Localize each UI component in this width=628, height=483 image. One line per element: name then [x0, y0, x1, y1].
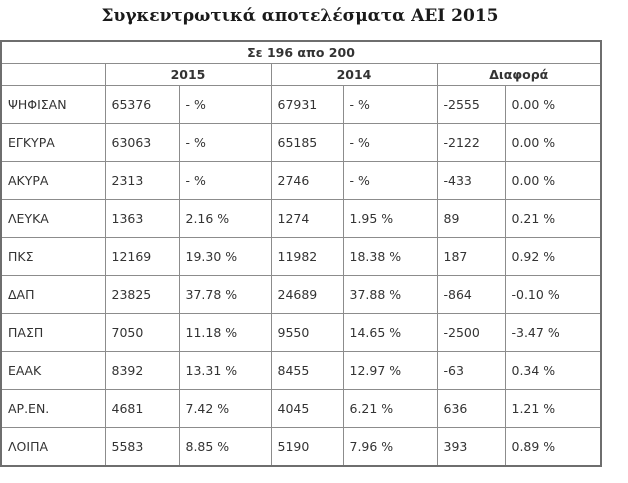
row-label: ΠΑΣΠ	[0, 313, 106, 352]
table-row: ΕΓΚΥΡΑ 63063- % 65185- % -2122 0.00 %	[0, 123, 602, 162]
difference-header: Διαφορά	[436, 63, 602, 86]
votes-2014-cell: 5190	[270, 427, 344, 467]
votes-2015-cell: 12169	[104, 237, 180, 276]
table-row: ΠΑΣΠ 7050 11.18 % 9550 14.65 % -2500 -3.47 %	[0, 313, 602, 352]
votes-2014-cell: 67931	[270, 85, 344, 124]
votes-2015-cell: 63063	[104, 123, 180, 162]
percent-2015-cell: - %	[178, 161, 272, 200]
row-label: ΑΚΥΡΑ	[0, 161, 106, 200]
table-row: ΨΗΦΙΣΑΝ 65376- % 67931- % -2555 0.00 %	[0, 85, 602, 124]
table-caption: Σε 196 απο 200	[0, 40, 602, 64]
row-label: ΕΑΑΚ	[0, 351, 106, 390]
percent-difference-cell: 0.00 %	[504, 123, 602, 162]
votes-2015-cell: 7050	[104, 313, 180, 352]
votes-difference-cell: 89	[436, 199, 506, 238]
percent-difference-cell: -3.47 %	[504, 313, 602, 352]
percent-difference-cell: 0.00 %	[504, 161, 602, 200]
votes-difference-cell: -864	[436, 275, 506, 314]
percent-difference-cell: 0.34 %	[504, 351, 602, 390]
row-label: ΕΓΚΥΡΑ	[0, 123, 106, 162]
votes-2014-cell: 11982	[270, 237, 344, 276]
percent-2014-cell: 14.65 %	[342, 313, 438, 352]
percent-2015-cell: 2.16 %	[178, 199, 272, 238]
percent-2015-cell: 13.31 %	[178, 351, 272, 390]
percent-2015-cell: 19.30 %	[178, 237, 272, 276]
votes-2014-cell: 8455	[270, 351, 344, 390]
percent-2014-cell: 12.97 %	[342, 351, 438, 390]
percent-difference-cell: 0.00 %	[504, 85, 602, 124]
votes-2015-cell: 8392	[104, 351, 180, 390]
votes-difference-cell: -433	[436, 161, 506, 200]
votes-2015-cell: 65376	[104, 85, 180, 124]
percent-2014-cell: - %	[342, 85, 438, 124]
caption-row: Σε 196 απο 200	[0, 40, 602, 64]
row-label: ΔΑΠ	[0, 275, 106, 314]
percent-difference-cell: 0.92 %	[504, 237, 602, 276]
percent-2014-cell: 1.95 %	[342, 199, 438, 238]
votes-difference-cell: 636	[436, 389, 506, 428]
table-row: ΛΕΥΚΑ 1363 2.16 % 1274 1.95 % 89 0.21 %	[0, 199, 602, 238]
percent-2014-cell: 18.38 %	[342, 237, 438, 276]
table-row: ΠΚΣ 12169 19.30 % 11982 18.38 % 187 0.92 %	[0, 237, 602, 276]
votes-2014-cell: 9550	[270, 313, 344, 352]
percent-2015-cell: 7.42 %	[178, 389, 272, 428]
votes-difference-cell: -2122	[436, 123, 506, 162]
page-title: Συγκεντρωτικά αποτελέσματα ΑΕΙ 2015	[101, 6, 499, 26]
percent-2014-cell: 37.88 %	[342, 275, 438, 314]
votes-2014-cell: 2746	[270, 161, 344, 200]
table-row: ΛΟΙΠΑ 5583 8.85 % 5190 7.96 % 393 0.89 %	[0, 427, 602, 467]
table-row: ΔΑΠ 23825 37.78 % 24689 37.88 % -864 -0.10 %	[0, 275, 602, 314]
votes-difference-cell: -63	[436, 351, 506, 390]
percent-2015-cell: 8.85 %	[178, 427, 272, 467]
votes-difference-cell: -2555	[436, 85, 506, 124]
votes-2015-cell: 5583	[104, 427, 180, 467]
table-row: ΑΡ.ΕΝ. 4681 7.42 % 4045 6.21 % 636 1.21 %	[0, 389, 602, 428]
percent-2014-cell: 6.21 %	[342, 389, 438, 428]
row-label: ΑΡ.ΕΝ.	[0, 389, 106, 428]
year-header-2014: 2014	[270, 63, 438, 86]
year-header-row: 2015 2014 Διαφορά	[0, 63, 602, 86]
votes-2014-cell: 4045	[270, 389, 344, 428]
year-header-2015: 2015	[104, 63, 272, 86]
percent-2014-cell: - %	[342, 123, 438, 162]
table-row: ΕΑΑΚ 8392 13.31 % 8455 12.97 % -63 0.34 %	[0, 351, 602, 390]
results-table: Σε 196 απο 200 2015 2014 Διαφορά ΨΗΦΙΣΑΝ…	[0, 40, 602, 467]
percent-2015-cell: 37.78 %	[178, 275, 272, 314]
votes-2014-cell: 65185	[270, 123, 344, 162]
votes-2015-cell: 2313	[104, 161, 180, 200]
percent-2015-cell: - %	[178, 123, 272, 162]
row-label: ΛΟΙΠΑ	[0, 427, 106, 467]
votes-2015-cell: 4681	[104, 389, 180, 428]
header-blank-cell	[0, 63, 106, 86]
votes-2014-cell: 24689	[270, 275, 344, 314]
row-label: ΨΗΦΙΣΑΝ	[0, 85, 106, 124]
votes-difference-cell: -2500	[436, 313, 506, 352]
percent-2014-cell: - %	[342, 161, 438, 200]
row-label: ΠΚΣ	[0, 237, 106, 276]
percent-difference-cell: 1.21 %	[504, 389, 602, 428]
percent-difference-cell: 0.89 %	[504, 427, 602, 467]
percent-2015-cell: 11.18 %	[178, 313, 272, 352]
votes-2014-cell: 1274	[270, 199, 344, 238]
percent-difference-cell: 0.21 %	[504, 199, 602, 238]
percent-2014-cell: 7.96 %	[342, 427, 438, 467]
votes-2015-cell: 1363	[104, 199, 180, 238]
percent-2015-cell: - %	[178, 85, 272, 124]
percent-difference-cell: -0.10 %	[504, 275, 602, 314]
votes-2015-cell: 23825	[104, 275, 180, 314]
row-label: ΛΕΥΚΑ	[0, 199, 106, 238]
votes-difference-cell: 187	[436, 237, 506, 276]
votes-difference-cell: 393	[436, 427, 506, 467]
table-row: ΑΚΥΡΑ 2313- % 2746- % -433 0.00 %	[0, 161, 602, 200]
